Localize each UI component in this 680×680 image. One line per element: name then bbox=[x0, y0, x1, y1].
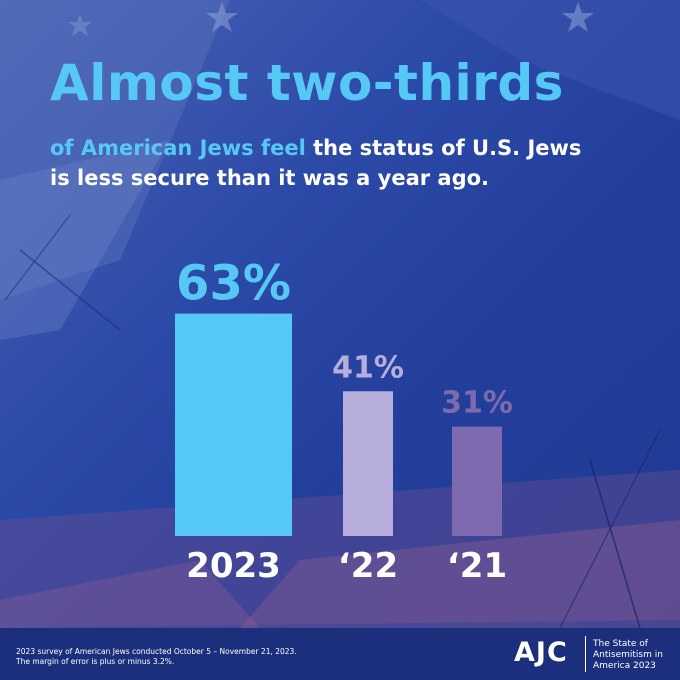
subhead-line1-rest: the status of U.S. Jews bbox=[305, 136, 582, 160]
star-icon bbox=[206, 2, 238, 32]
survey-note-line1: 2023 survey of American Jews conducted O… bbox=[16, 647, 297, 656]
report-caption-line2: Antisemitism in bbox=[593, 650, 663, 660]
bar-2023 bbox=[175, 313, 292, 536]
subhead-highlight: of American Jews feel bbox=[50, 136, 306, 160]
bar-2021 bbox=[452, 426, 502, 536]
logo-divider bbox=[585, 636, 586, 672]
survey-note-line2: The margin of error is plus or minus 3.2… bbox=[16, 657, 175, 666]
report-caption-line3: America 2023 bbox=[593, 661, 656, 671]
footer: 2023 survey of American Jews conducted O… bbox=[0, 628, 680, 680]
star-icon bbox=[68, 14, 92, 36]
category-label-2022: ‘22 bbox=[338, 546, 398, 586]
subheadline: of American Jews feel the status of U.S.… bbox=[50, 133, 650, 193]
data-label-2022: 41% bbox=[332, 350, 404, 385]
report-caption-line1: The State of bbox=[593, 639, 648, 649]
subhead-line2: is less secure than it was a year ago. bbox=[50, 166, 490, 190]
category-label-2023: 2023 bbox=[186, 546, 281, 586]
data-label-2023: 63% bbox=[176, 256, 291, 312]
survey-note: 2023 survey of American Jews conducted O… bbox=[16, 647, 297, 667]
category-label-2021: ‘21 bbox=[447, 546, 507, 586]
star-icon bbox=[562, 2, 594, 32]
bar-2022 bbox=[343, 391, 393, 536]
report-caption: The State of Antisemitism in America 202… bbox=[593, 639, 673, 672]
data-label-2021: 31% bbox=[441, 386, 513, 421]
headline: Almost two-thirds bbox=[50, 54, 564, 112]
ajc-logo: AJC bbox=[514, 637, 568, 668]
